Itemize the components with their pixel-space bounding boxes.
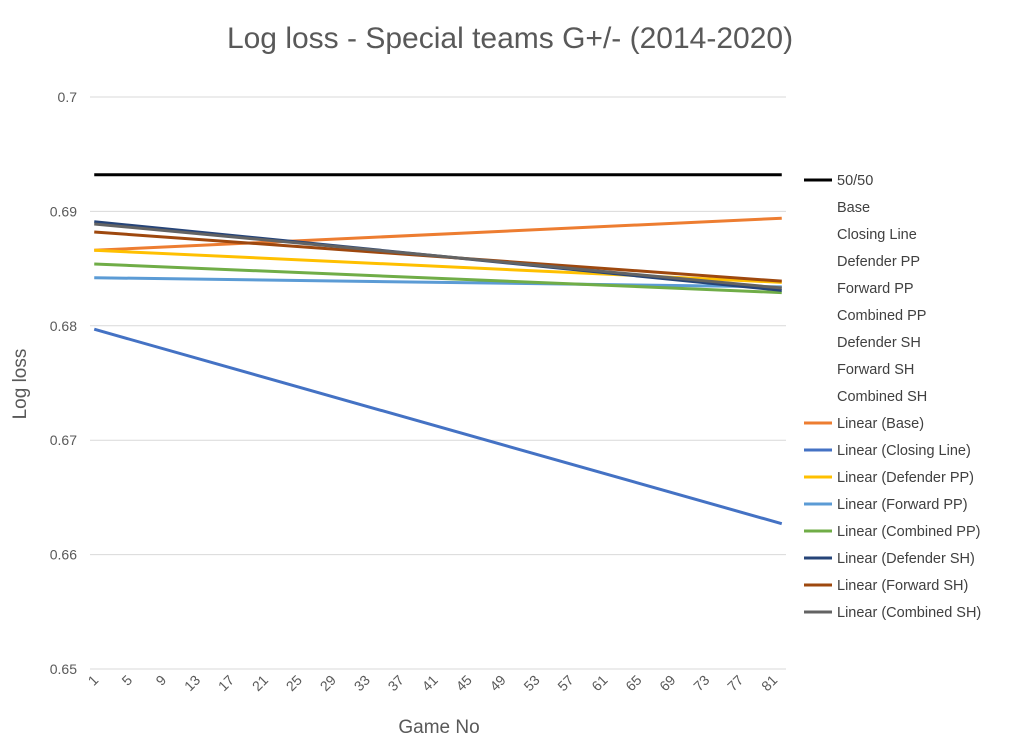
- y-tick-label: 0.7: [58, 89, 78, 105]
- legend-item: Linear (Base): [837, 416, 924, 432]
- legend: 50/50 Base Closing Line Defender PP Forward …: [804, 173, 981, 621]
- x-tick-label: 37: [385, 672, 407, 694]
- x-tick-label: 41: [419, 672, 441, 694]
- x-tick-label: 45: [452, 672, 474, 694]
- legend-item: Linear (Closing Line): [837, 443, 971, 459]
- x-tick-label: 9: [152, 672, 169, 689]
- x-tick-label: 33: [351, 672, 373, 694]
- y-tick-label: 0.67: [50, 432, 77, 448]
- legend-item: Forward SH: [837, 362, 914, 378]
- y-tick-label: 0.69: [50, 203, 77, 219]
- legend-item: Forward PP: [837, 281, 914, 297]
- y-tick-label: 0.66: [50, 547, 77, 563]
- x-tick-label: 53: [520, 672, 542, 694]
- legend-item: Combined PP: [837, 308, 926, 324]
- x-tick-label: 5: [118, 672, 135, 689]
- legend-item: Linear (Forward SH): [837, 578, 968, 594]
- x-tick-label: 25: [283, 672, 305, 694]
- legend-item: 50/50: [837, 173, 873, 189]
- x-axis-label: Game No: [398, 717, 479, 738]
- legend-item: Defender PP: [837, 254, 920, 270]
- x-tick-label: 21: [249, 672, 271, 694]
- x-tick-label: 1: [85, 672, 102, 689]
- legend-item: Linear (Combined SH): [837, 605, 981, 621]
- y-tick-label: 0.68: [50, 318, 77, 334]
- x-tick-label: 77: [724, 672, 746, 694]
- legend-item: Closing Line: [837, 227, 917, 243]
- y-tick-label: 0.65: [50, 661, 77, 677]
- plot-lines: [93, 173, 783, 526]
- y-axis-ticks: 0.65 0.66 0.67 0.68 0.69 0.7: [50, 89, 77, 677]
- series-line: [94, 222, 782, 290]
- grid-lines: [90, 96, 786, 670]
- legend-item: Linear (Combined PP): [837, 524, 980, 540]
- series-line: [94, 276, 782, 289]
- x-axis-ticks: 1 5 9 13 17 21 25 29 33 37 41 45 49 53 57 61 65 69 73 77 81: [85, 672, 781, 694]
- legend-item: Defender SH: [837, 335, 921, 351]
- x-tick-label: 57: [554, 672, 576, 694]
- x-tick-label: 13: [181, 672, 203, 694]
- legend-item: Linear (Defender SH): [837, 551, 975, 567]
- x-tick-label: 49: [486, 672, 508, 694]
- x-tick-label: 61: [588, 672, 610, 694]
- x-tick-label: 73: [690, 672, 712, 694]
- x-tick-label: 17: [215, 672, 237, 694]
- chart-title: Log loss - Special teams G+/- (2014-2020…: [227, 22, 793, 55]
- series-line: [93, 327, 783, 526]
- x-tick-label: 69: [656, 672, 678, 694]
- y-axis-label: Log loss: [10, 349, 31, 420]
- series-line: [94, 262, 782, 295]
- legend-item: Linear (Defender PP): [837, 470, 974, 486]
- legend-item: Base: [837, 200, 870, 216]
- series-line: [94, 216, 782, 252]
- x-tick-label: 81: [758, 672, 780, 694]
- legend-item: Combined SH: [837, 389, 927, 405]
- x-tick-label: 29: [317, 672, 339, 694]
- legend-item: Linear (Forward PP): [837, 497, 968, 513]
- x-tick-label: 65: [622, 672, 644, 694]
